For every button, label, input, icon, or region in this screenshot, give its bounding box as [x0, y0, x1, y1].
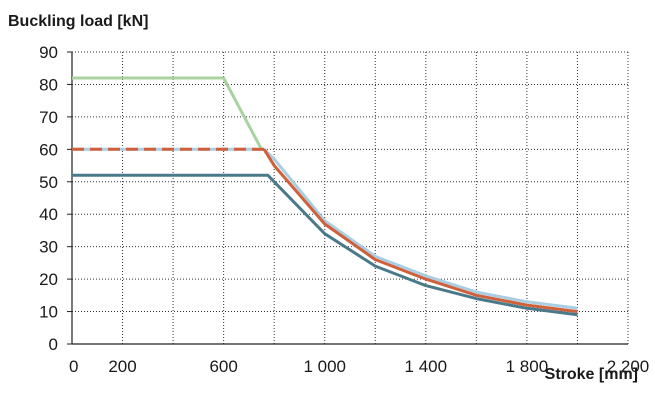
y-tick-label: 40: [39, 205, 58, 224]
y-tick-label: 20: [39, 270, 58, 289]
series-line-4: [262, 148, 578, 314]
y-tick-labels: 0 10 20 30 40 50 60 70 80 90: [39, 43, 58, 354]
series-group: [72, 76, 578, 317]
y-tick-label: 70: [39, 108, 58, 127]
x-tick-label: 1 800: [506, 357, 549, 376]
y-tick-label: 80: [39, 75, 58, 94]
y-tick-label: 0: [49, 335, 58, 354]
y-tick-label: 10: [39, 303, 58, 322]
x-tick-label: 1 400: [405, 357, 448, 376]
y-axis-title: Buckling load [kN]: [8, 13, 148, 30]
y-tick-label: 30: [39, 238, 58, 257]
y-tick-label: 50: [39, 173, 58, 192]
x-axis-title: Stroke [mm]: [545, 366, 638, 383]
x-tick-label: 200: [108, 357, 136, 376]
axes: [67, 51, 628, 345]
x-tick-label: 2 200: [607, 357, 650, 376]
grid: [72, 51, 629, 344]
x-tick-label: 0: [69, 357, 78, 376]
series-line-2: [72, 147, 578, 310]
series-line-5: [72, 173, 578, 317]
y-tick-label: 90: [39, 43, 58, 62]
y-tick-label: 60: [39, 140, 58, 159]
x-tick-label: 1 000: [303, 357, 346, 376]
x-tick-labels: 0 200 600 1 000 1 400 1 800 2 200: [69, 357, 649, 376]
series-line-1: [72, 76, 263, 151]
x-tick-label: 600: [209, 357, 237, 376]
